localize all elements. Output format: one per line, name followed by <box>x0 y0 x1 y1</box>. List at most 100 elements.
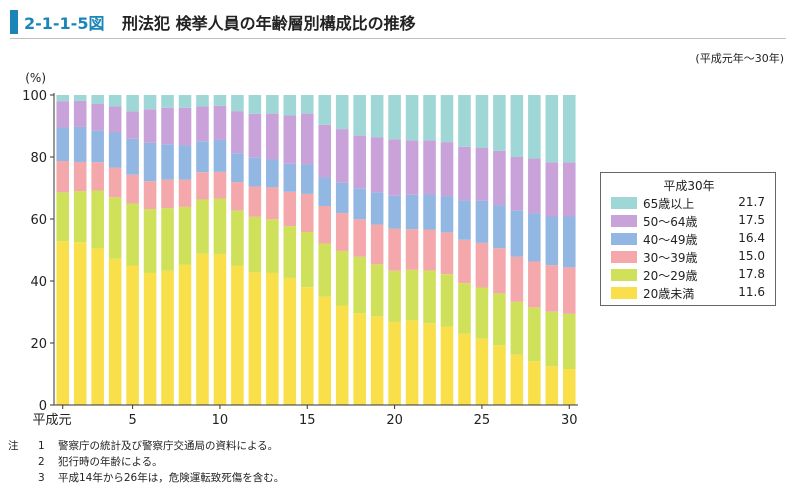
bar-segment-18-s0 <box>353 313 366 405</box>
note-number: 1 <box>38 440 45 452</box>
bar-segment-5-s1 <box>126 203 139 266</box>
bar-segment-1-s0 <box>56 241 70 405</box>
bar-segment-9-s1 <box>196 199 209 254</box>
legend-item-50-64: 50～64歳 17.5 <box>611 213 771 229</box>
axes-group: 0 20 40 60 80 100 (%) 平成元 5 10 15 20 25 30 <box>22 71 578 428</box>
legend-label: 30～39歳 <box>643 251 698 265</box>
bar-segment-7-s0 <box>161 270 174 405</box>
bar-segment-13-s2 <box>266 187 279 220</box>
bar-segment-10-s0 <box>213 254 227 405</box>
bar-segment-2-s5 <box>73 95 87 101</box>
bar-segment-6-s5 <box>143 95 157 110</box>
bar-segment-13-s1 <box>266 219 279 273</box>
bar-segment-15-s5 <box>300 95 314 114</box>
bar-segment-3-s4 <box>91 103 104 131</box>
bar-segment-22-s5 <box>423 95 436 141</box>
bar-segment-23-s5 <box>440 95 454 143</box>
bar-segment-30-s5 <box>562 95 576 163</box>
bar-segment-26-s5 <box>493 95 506 151</box>
bar-segment-4-s3 <box>108 132 122 168</box>
bar-segment-26-s3 <box>493 205 506 249</box>
y-tick-label-20: 20 <box>30 337 47 352</box>
bar-segment-22-s4 <box>423 140 436 195</box>
bar-segment-25-s4 <box>475 148 489 201</box>
bar-segment-1-s2 <box>56 161 70 193</box>
bar-segment-17-s2 <box>335 213 349 251</box>
x-tick-label-25: 25 <box>474 413 491 428</box>
bar-segment-12-s2 <box>248 186 262 217</box>
bar-segment-3-s2 <box>91 162 104 191</box>
bar-segment-24-s3 <box>458 200 471 240</box>
bar-segment-8-s0 <box>178 264 192 405</box>
bar-segment-30-s0 <box>562 369 576 405</box>
bar-segment-19-s5 <box>370 95 384 138</box>
bar-segment-13-s0 <box>266 272 279 405</box>
legend-swatch <box>611 215 637 227</box>
bar-segment-24-s5 <box>458 95 471 147</box>
bar-segment-5-s3 <box>126 138 139 175</box>
bar-segment-19-s2 <box>370 224 384 265</box>
legend-item-65-plus: 65歳以上 21.7 <box>611 195 771 211</box>
bar-segment-4-s1 <box>108 197 122 259</box>
bar-segment-12-s3 <box>248 157 262 187</box>
bar-segment-11-s2 <box>231 182 244 211</box>
bar-segment-14-s0 <box>283 277 297 405</box>
bar-segment-17-s3 <box>335 182 349 214</box>
bar-segment-11-s3 <box>231 153 244 183</box>
legend-item-40-49: 40～49歳 16.4 <box>611 231 771 247</box>
bar-segment-17-s1 <box>335 250 349 306</box>
x-tick-label-20: 20 <box>386 413 403 428</box>
bar-segment-24-s4 <box>458 146 471 201</box>
bar-segment-4-s4 <box>108 106 122 133</box>
y-tick-label-0: 0 <box>39 399 47 414</box>
bar-segment-19-s3 <box>370 192 384 225</box>
bar-segment-16-s1 <box>318 243 332 297</box>
bar-segment-3-s5 <box>91 95 104 104</box>
bar-segment-2-s3 <box>73 126 87 162</box>
bar-segment-14-s3 <box>283 163 297 192</box>
bar-segment-30-s2 <box>562 267 576 314</box>
bar-segment-9-s3 <box>196 141 209 173</box>
bar-segment-22-s2 <box>423 229 436 271</box>
legend-swatch <box>611 251 637 263</box>
legend-label: 20歳未満 <box>643 287 695 301</box>
bar-segment-26-s4 <box>493 150 506 206</box>
x-tick-label-10: 10 <box>212 413 229 428</box>
bar-segment-18-s1 <box>353 256 366 314</box>
bar-segment-3-s3 <box>91 130 104 163</box>
bar-segment-7-s1 <box>161 208 174 271</box>
bar-segment-9-s0 <box>196 253 209 405</box>
bar-segment-7-s3 <box>161 144 174 180</box>
title-divider <box>10 38 786 39</box>
bar-segment-25-s5 <box>475 95 489 149</box>
bar-segment-18-s2 <box>353 219 366 257</box>
bar-segment-16-s4 <box>318 124 332 178</box>
bar-segment-23-s2 <box>440 232 454 275</box>
legend-swatch <box>611 269 637 281</box>
bar-segment-27-s1 <box>510 301 524 355</box>
bar-segment-23-s3 <box>440 196 454 233</box>
bar-segment-18-s4 <box>353 135 366 189</box>
bar-segment-23-s0 <box>440 326 454 405</box>
stacked-bar-chart: 0 20 40 60 80 100 (%) 平成元 5 10 15 20 25 30 <box>22 71 578 428</box>
bar-segment-20-s2 <box>388 228 401 271</box>
y-tick-label-60: 60 <box>30 213 47 228</box>
y-unit-label: (%) <box>25 71 46 85</box>
bars-group <box>56 95 576 405</box>
bar-segment-21-s2 <box>405 229 419 270</box>
bar-segment-23-s1 <box>440 274 454 327</box>
note-text: 警察庁の統計及び警察庁交通局の資料による。 <box>58 440 279 452</box>
bar-segment-11-s4 <box>231 111 244 154</box>
bar-segment-25-s3 <box>475 200 489 243</box>
bar-segment-30-s3 <box>562 216 576 268</box>
bar-segment-19-s4 <box>370 137 384 193</box>
x-tick-label-5: 5 <box>128 413 136 428</box>
bar-segment-12-s1 <box>248 216 262 273</box>
legend-swatch <box>611 233 637 245</box>
bar-segment-24-s2 <box>458 239 471 284</box>
note-text: 平成14年から26年は，危険運転致死傷を含む。 <box>58 472 285 484</box>
bar-segment-29-s5 <box>545 95 559 163</box>
bar-segment-1-s1 <box>56 192 70 242</box>
bar-segment-20-s1 <box>388 270 401 322</box>
bar-segment-12-s5 <box>248 95 262 114</box>
